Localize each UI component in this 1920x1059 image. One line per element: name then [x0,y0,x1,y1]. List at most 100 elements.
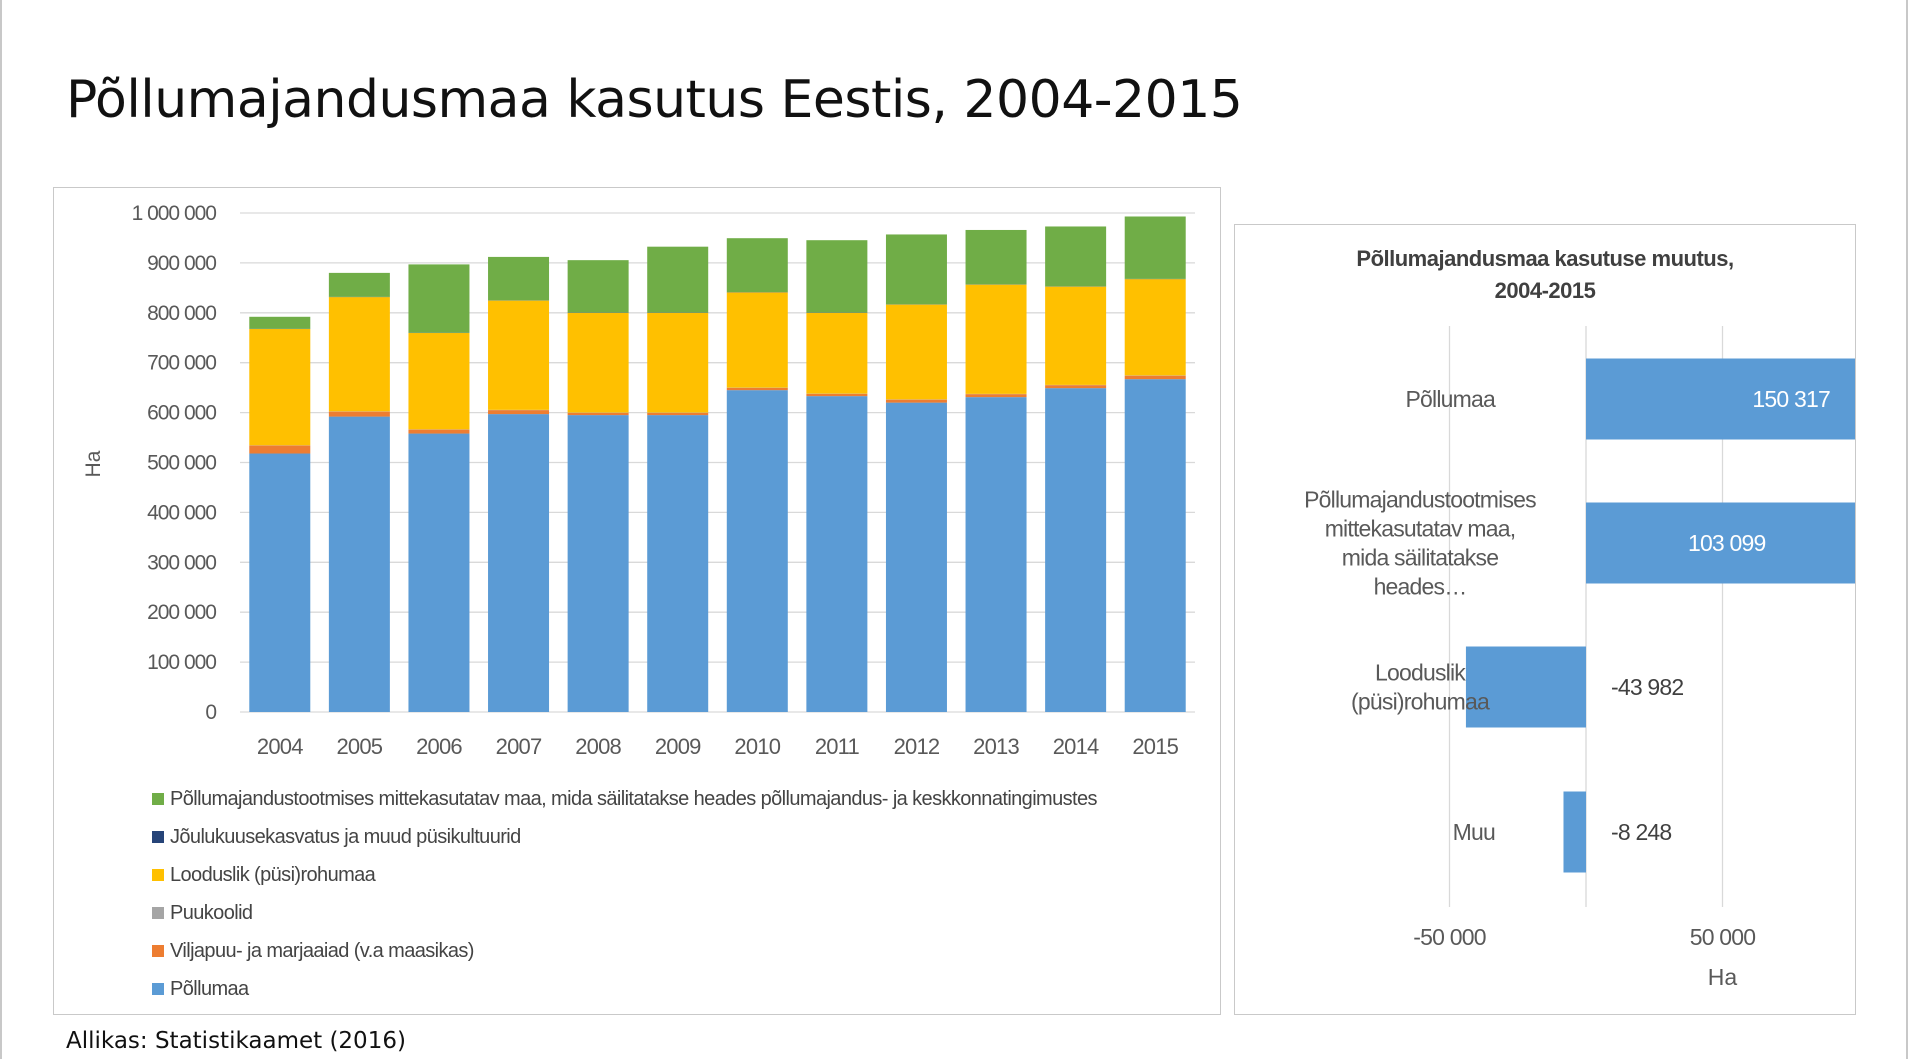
y-tick-label: 200 000 [147,601,216,624]
stacked-bar-chart: 0 100 000 200 000 300 000 400 000 500 000 600 … [53,187,1221,1015]
legend-item: Puukoolid [152,894,1097,932]
bar-segment [408,264,470,333]
legend-label: Jõulukuusekasvatus ja muud püsikultuurid [170,825,521,848]
bar-segment [806,240,868,313]
bar-segment [1124,375,1186,380]
x-tick-label: 2004 [257,734,303,759]
bar-segment [726,387,788,391]
y-tick-label: 600 000 [147,402,216,425]
x-tick-label: 2015 [1132,734,1178,759]
category-label: Põllumajandustootmises [1304,487,1536,513]
bar-segment [885,399,947,403]
bar-segment [328,272,390,297]
bar-segment [408,429,470,434]
x-tick-label: 2011 [815,734,860,759]
bar-segment [1045,385,1107,389]
bar-segment [488,300,550,410]
y-tick-label: 400 000 [147,501,216,524]
legend-swatch [152,831,164,843]
legend-label: Puukoolid [170,901,253,924]
bar-segment [965,284,1027,394]
bar-segment [408,433,470,712]
bar-segment [806,312,868,394]
y-tick-label: 1 000 000 [132,202,217,225]
legend-label: Põllumaa [170,977,249,1000]
bar-segment [885,402,947,712]
bar-segment [328,297,390,412]
bar-segment [249,445,311,454]
category-label: (püsi)rohumaa [1351,689,1490,715]
bar-segment [567,412,629,416]
category-label: Põllumaa [1406,386,1496,412]
legend-swatch [152,945,164,957]
data-label: 150 317 [1752,386,1830,412]
legend-swatch [152,983,164,995]
bar-segment [965,229,1027,285]
bar-segment [567,312,629,413]
y-tick-label: 900 000 [147,252,216,275]
bar-segment [885,304,947,400]
legend-label: Põllumajandustootmises mittekasutatav ma… [170,787,1098,810]
legend-item: Looduslik (püsi)rohumaa [152,856,1097,894]
bar-segment [726,292,788,388]
bar-segment [726,238,788,293]
x-tick-label: 2007 [496,734,542,759]
x-tick-label: 2014 [1053,734,1099,759]
legend-swatch [152,793,164,805]
x-tick-label: 50 000 [1690,924,1756,950]
category-label: mittekasutatav maa, [1325,516,1516,542]
legend-swatch [152,907,164,919]
change-chart-title: Põllumajandusmaa kasutuse muutus, 2004-2… [1235,243,1855,307]
legend-item: Viljapuu- ja marjaaiad (v.a maasikas) [152,932,1097,970]
bar [1586,358,1855,440]
bar-segment [647,246,709,313]
y-tick-label: 700 000 [147,352,216,375]
change-chart-title-line-1: Põllumajandusmaa kasutuse muutus, [1356,246,1734,271]
bar-segment [249,329,311,446]
y-tick-label: 800 000 [147,302,216,325]
bar-segment [965,397,1027,712]
source-note: Allikas: Statistikaamet (2016) [66,1028,406,1054]
legend-item: Põllumaa [152,970,1097,1008]
bar-segment [726,390,788,712]
category-label: Muu [1453,819,1495,845]
stacked-bar-chart-plot: 0 100 000 200 000 300 000 400 000 500 000 600 … [82,202,1195,759]
x-tick-label: 2012 [894,734,940,759]
change-bar-chart: Põllumajandusmaa kasutuse muutus, 2004-2… [1234,224,1856,1015]
x-tick-label: 2009 [655,734,701,759]
y-tick-label: 0 [205,701,216,724]
legend-label: Looduslik (püsi)rohumaa [170,863,376,886]
bar-segment [488,414,550,712]
bar-segment [567,260,629,313]
bar-segment [328,411,390,417]
slide-title: Põllumajandusmaa kasutus Eestis, 2004-20… [66,70,1243,130]
y-tick-label: 500 000 [147,452,216,475]
y-tick-label: 300 000 [147,551,216,574]
bar-segment [647,312,709,413]
bar-segment [1045,388,1107,712]
bar [1586,502,1855,584]
slide-border-right [1906,0,1908,1059]
bar-segment [1045,226,1107,287]
legend-item: Põllumajandustootmises mittekasutatav ma… [152,780,1098,818]
bar-segment [965,394,1027,398]
bar-segment [408,333,470,430]
bar-segment [1124,379,1186,712]
x-tick-label: 2006 [416,734,462,759]
x-tick-label: 2010 [734,734,780,759]
chart-legend: Põllumajandustootmises mittekasutatav ma… [152,780,1098,1008]
bar-segment [567,415,629,712]
x-axis-label: Ha [1708,964,1738,990]
bar-segment [249,316,311,329]
legend-item: Jõulukuusekasvatus ja muud püsikultuurid [152,818,1097,856]
category-label: Looduslik [1375,660,1466,686]
data-label: -8 248 [1611,819,1671,845]
x-tick-label: -50 000 [1413,924,1485,950]
bar-segment [647,412,709,416]
bar-segment [806,393,868,397]
data-label: -43 982 [1611,674,1683,700]
category-label: mida säilitatakse [1342,545,1498,571]
category-label: heades… [1374,574,1467,600]
bar-segment [488,256,550,301]
